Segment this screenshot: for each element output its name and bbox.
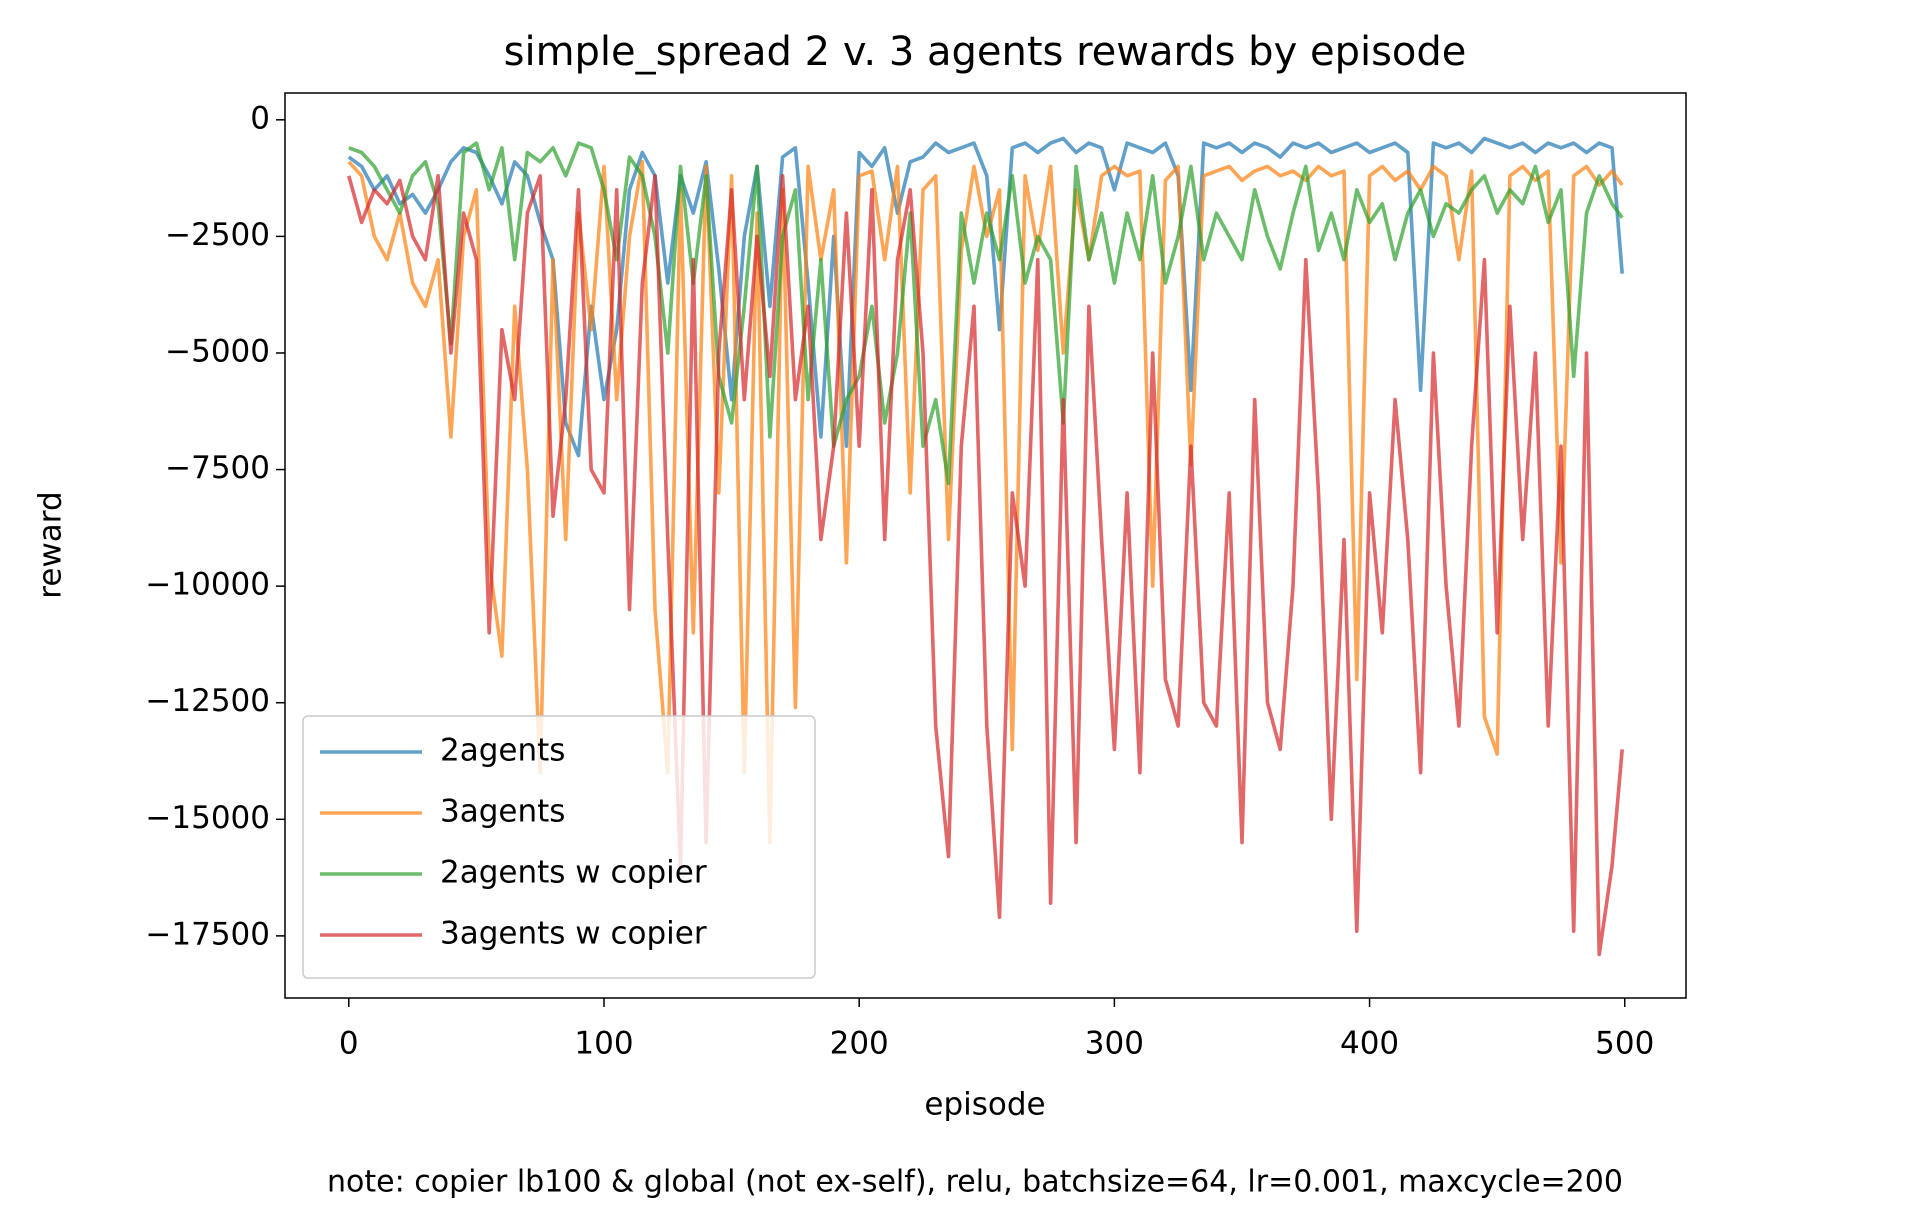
y-tick-label: −7500 (165, 450, 270, 486)
legend: 2agents 3agents 2agents w copier 3agents w … (302, 715, 816, 979)
x-tick-label: 200 (830, 1026, 889, 1062)
x-tick-label: 400 (1340, 1026, 1399, 1062)
x-tick-label: 100 (574, 1026, 633, 1062)
y-tick-label: −5000 (165, 333, 270, 369)
x-tick-label: 500 (1595, 1026, 1654, 1062)
series-line (348, 141, 1624, 486)
legend-box (302, 715, 816, 979)
series-line (347, 136, 1624, 458)
x-tick-label: 300 (1085, 1026, 1144, 1062)
series-line (347, 174, 1624, 957)
y-tick-label: −15000 (145, 800, 270, 836)
y-tick-label: −17500 (145, 916, 270, 952)
chart-title: simple_spread 2 v. 3 agents rewards by e… (504, 29, 1467, 75)
y-tick-label: −12500 (145, 683, 270, 719)
x-axis-label: episode (924, 1087, 1045, 1123)
y-tick-label: 0 (250, 100, 270, 136)
note: note: copier lb100 & global (not ex-self… (327, 1165, 1623, 1200)
y-tick-label: −2500 (165, 217, 270, 253)
y-tick-label: −10000 (145, 567, 270, 603)
axes-frame (284, 92, 1687, 999)
legend-label: 2agents (440, 733, 565, 769)
legend-label: 3agents (440, 794, 565, 830)
legend-label: 3agents w copier (440, 916, 707, 952)
y-axis-label: reward (33, 491, 69, 598)
x-tick-label: 0 (339, 1026, 359, 1062)
legend-label: 2agents w copier (440, 855, 707, 891)
